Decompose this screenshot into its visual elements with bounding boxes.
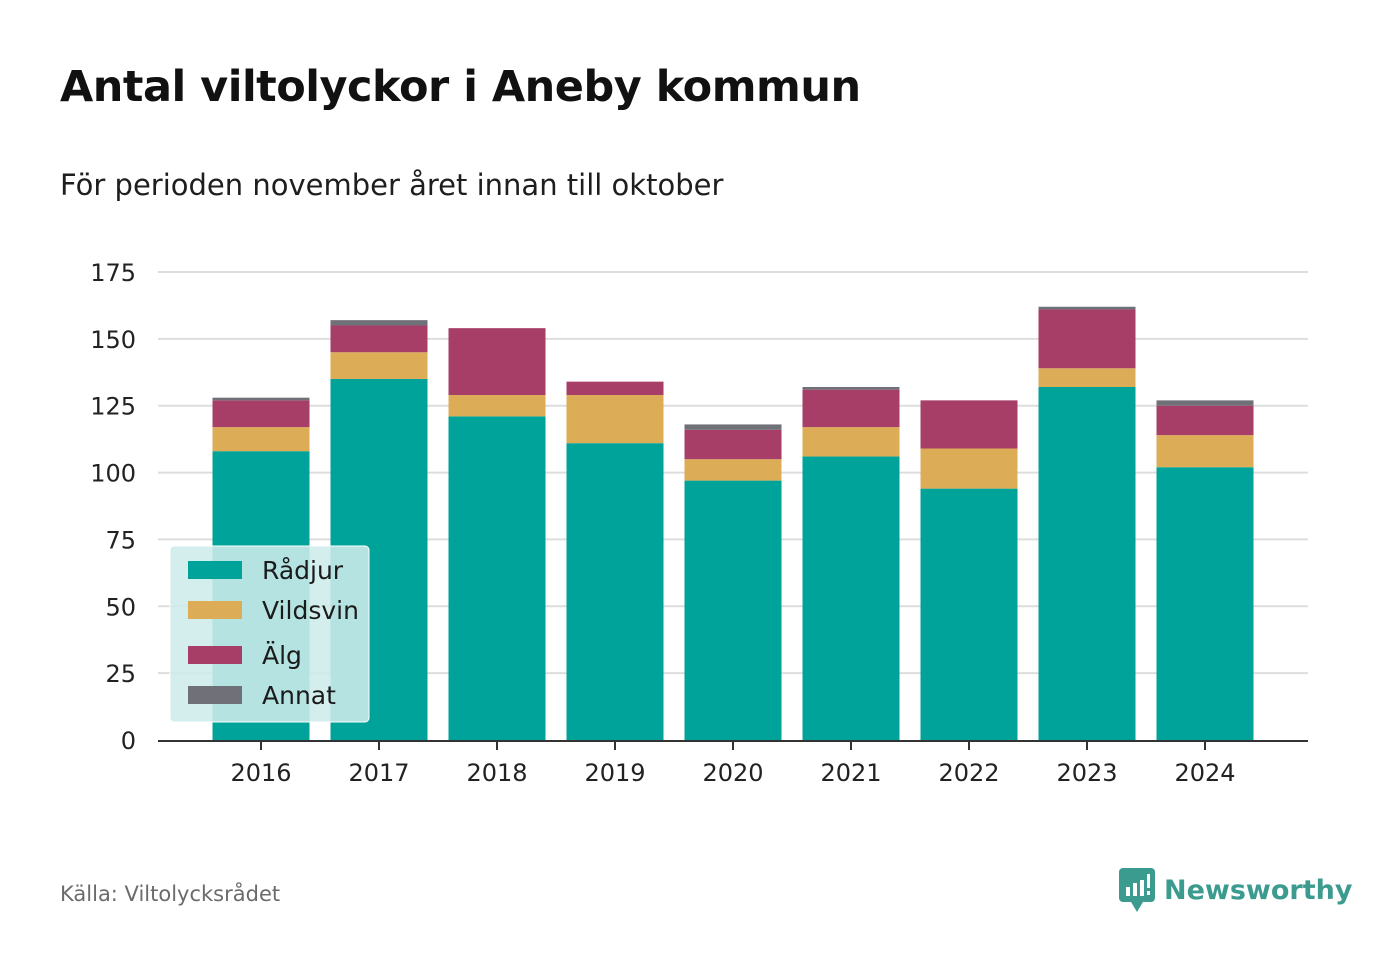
- y-tick-label: 75: [105, 526, 136, 554]
- bar-segment: [1156, 400, 1254, 406]
- bar-segment: [448, 328, 546, 396]
- bar-segment: [448, 395, 546, 417]
- y-tick-label: 125: [90, 393, 136, 421]
- legend-box: [169, 545, 370, 723]
- x-tick-label: 2022: [938, 759, 999, 787]
- y-tick-label: 100: [90, 460, 136, 488]
- x-axis-ticks: 2016 2017 2018 2019 2020 2021 2022 2023 2024: [230, 759, 1235, 787]
- legend: Rådjur Vildsvin Älg Annat: [169, 545, 370, 723]
- legend-label: Rådjur: [262, 556, 344, 585]
- bar-segment: [212, 397, 310, 401]
- bar-segment: [802, 456, 900, 740]
- x-tick-label: 2017: [348, 759, 409, 787]
- bar-segment: [1156, 405, 1254, 436]
- y-tick-label: 25: [105, 660, 136, 688]
- bar-segment: [330, 352, 428, 379]
- bar-segment: [1156, 467, 1254, 740]
- legend-swatch: [188, 561, 242, 579]
- bar-segment: [330, 325, 428, 353]
- bar-segment: [566, 395, 664, 444]
- chart-subtitle: För perioden november året innan till ok…: [60, 168, 724, 202]
- bar-segment: [1038, 306, 1136, 310]
- bar-segment: [448, 416, 546, 740]
- bar-segment: [1038, 368, 1136, 387]
- x-tick-label: 2023: [1056, 759, 1117, 787]
- bar-segment: [684, 429, 782, 460]
- bar-segment: [566, 443, 664, 740]
- y-tick-label: 150: [90, 326, 136, 354]
- bar-segment: [920, 488, 1018, 740]
- newsworthy-logo-icon: [1119, 868, 1155, 912]
- y-axis-ticks: 0 25 50 75 100 125 150 175: [90, 259, 136, 755]
- legend-swatch: [188, 686, 242, 704]
- x-axis: [158, 740, 1308, 750]
- y-tick-label: 0: [121, 727, 136, 755]
- bar-segment: [330, 320, 428, 326]
- x-tick-label: 2018: [466, 759, 527, 787]
- bar-segment: [1156, 435, 1254, 468]
- bar-segment: [684, 424, 782, 430]
- bar-segment: [802, 427, 900, 457]
- legend-label: Älg: [262, 641, 302, 670]
- x-tick-label: 2016: [230, 759, 291, 787]
- x-tick-label: 2021: [820, 759, 881, 787]
- legend-swatch: [188, 601, 242, 619]
- bar-segment: [1038, 386, 1136, 740]
- x-tick-label: 2020: [702, 759, 763, 787]
- brand-logo: Newsworthy: [1118, 866, 1352, 914]
- bar-segment: [566, 381, 664, 396]
- bar-segment: [802, 389, 900, 428]
- x-tick-label: 2024: [1174, 759, 1235, 787]
- source-note: Källa: Viltolycksrådet: [60, 882, 281, 906]
- bar-segment: [920, 448, 1018, 489]
- bar-segment: [1038, 309, 1136, 369]
- brand-name: Newsworthy: [1164, 874, 1353, 906]
- bar-segment: [684, 459, 782, 481]
- bar-segment: [920, 400, 1018, 449]
- bar-segment: [212, 400, 310, 428]
- legend-label: Annat: [262, 681, 336, 710]
- bar-segment: [802, 386, 900, 390]
- legend-swatch: [188, 646, 242, 664]
- y-tick-label: 175: [90, 259, 136, 287]
- bar-segment: [684, 480, 782, 740]
- x-tick-label: 2019: [584, 759, 645, 787]
- bar-segment: [212, 427, 310, 452]
- y-tick-label: 50: [105, 593, 136, 621]
- chart-title: Antal viltolyckor i Aneby kommun: [60, 62, 861, 112]
- legend-label: Vildsvin: [262, 596, 359, 625]
